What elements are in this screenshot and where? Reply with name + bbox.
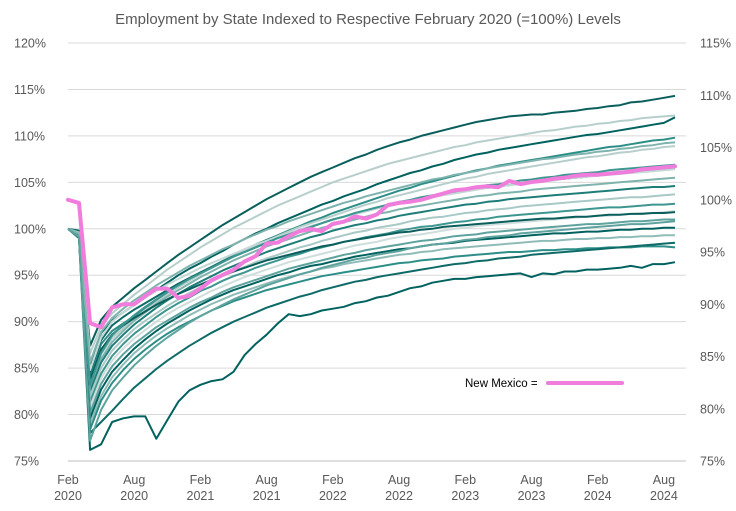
left-tick-label: 90% — [14, 315, 39, 329]
x-tick-label-year: 2020 — [54, 489, 82, 503]
state-line — [67, 211, 676, 381]
state-line — [67, 227, 675, 425]
state-line — [67, 218, 675, 414]
x-tick-label-month: Aug — [653, 473, 675, 487]
state-line — [67, 94, 676, 347]
state-line — [67, 227, 676, 435]
x-tick-label-year: 2021 — [187, 489, 215, 503]
x-tick-label-month: Feb — [322, 473, 344, 487]
left-tick-label: 75% — [14, 455, 39, 469]
x-tick-label-year: 2020 — [120, 489, 148, 503]
state-line — [67, 116, 676, 368]
x-tick-label-month: Feb — [455, 473, 477, 487]
x-tick-label-year: 2023 — [451, 489, 479, 503]
state-line — [67, 228, 676, 431]
state-line — [67, 193, 676, 397]
left-tick-label: 100% — [14, 222, 46, 236]
chart-title: Employment by State Indexed to Respectiv… — [115, 11, 621, 28]
x-axis: Feb 2020 Aug 2020 Feb 2021 Aug 2021 Feb 2022 Aug 20… — [54, 473, 678, 503]
state-line — [67, 141, 676, 364]
x-tick-label-year: 2022 — [385, 489, 413, 503]
right-tick-label: 105% — [700, 141, 732, 155]
right-tick-label: 115% — [700, 37, 731, 51]
new-mexico-line — [66, 164, 677, 330]
right-tick-label: 80% — [700, 402, 725, 416]
state-line — [67, 210, 676, 409]
x-tick-label-year: 2021 — [253, 489, 281, 503]
left-y-axis: 75% 80% 85% 90% 95% 100% 105% 110% 115% 120% — [14, 37, 46, 469]
state-line — [67, 220, 676, 442]
state-line — [67, 145, 676, 383]
right-tick-label: 110% — [700, 89, 731, 103]
right-tick-label: 95% — [700, 246, 725, 260]
right-tick-label: 100% — [700, 193, 732, 207]
left-tick-label: 85% — [14, 362, 39, 376]
legend-label: New Mexico = — [465, 378, 538, 390]
x-tick-label-year: 2024 — [584, 489, 612, 503]
x-tick-label-month: Aug — [123, 473, 145, 487]
right-tick-label: 75% — [700, 455, 725, 469]
left-tick-label: 105% — [14, 176, 46, 190]
x-tick-label-year: 2023 — [518, 489, 546, 503]
x-tick-label-month: Feb — [587, 473, 609, 487]
x-tick-label-year: 2022 — [319, 489, 347, 503]
x-tick-label-month: Aug — [520, 473, 542, 487]
x-tick-label-year: 2024 — [650, 489, 678, 503]
state-line — [67, 226, 675, 420]
state-line — [67, 228, 676, 451]
left-tick-label: 95% — [14, 269, 39, 283]
left-tick-label: 80% — [14, 408, 39, 422]
new-mexico-series — [66, 164, 677, 330]
state-line — [67, 114, 676, 355]
legend: New Mexico = — [465, 378, 624, 390]
x-tick-label-month: Feb — [57, 473, 79, 487]
x-tick-label-month: Feb — [190, 473, 212, 487]
right-tick-label: 85% — [700, 350, 725, 364]
right-y-axis: 75% 80% 85% 90% 95% 100% 105% 110% 115% — [700, 37, 732, 469]
right-tick-label: 90% — [700, 298, 725, 312]
left-tick-label: 115% — [14, 83, 45, 97]
left-tick-label: 110% — [14, 129, 45, 143]
x-tick-label-month: Aug — [256, 473, 278, 487]
state-series — [67, 94, 676, 451]
left-tick-label: 120% — [14, 37, 46, 51]
x-tick-label-month: Aug — [388, 473, 410, 487]
